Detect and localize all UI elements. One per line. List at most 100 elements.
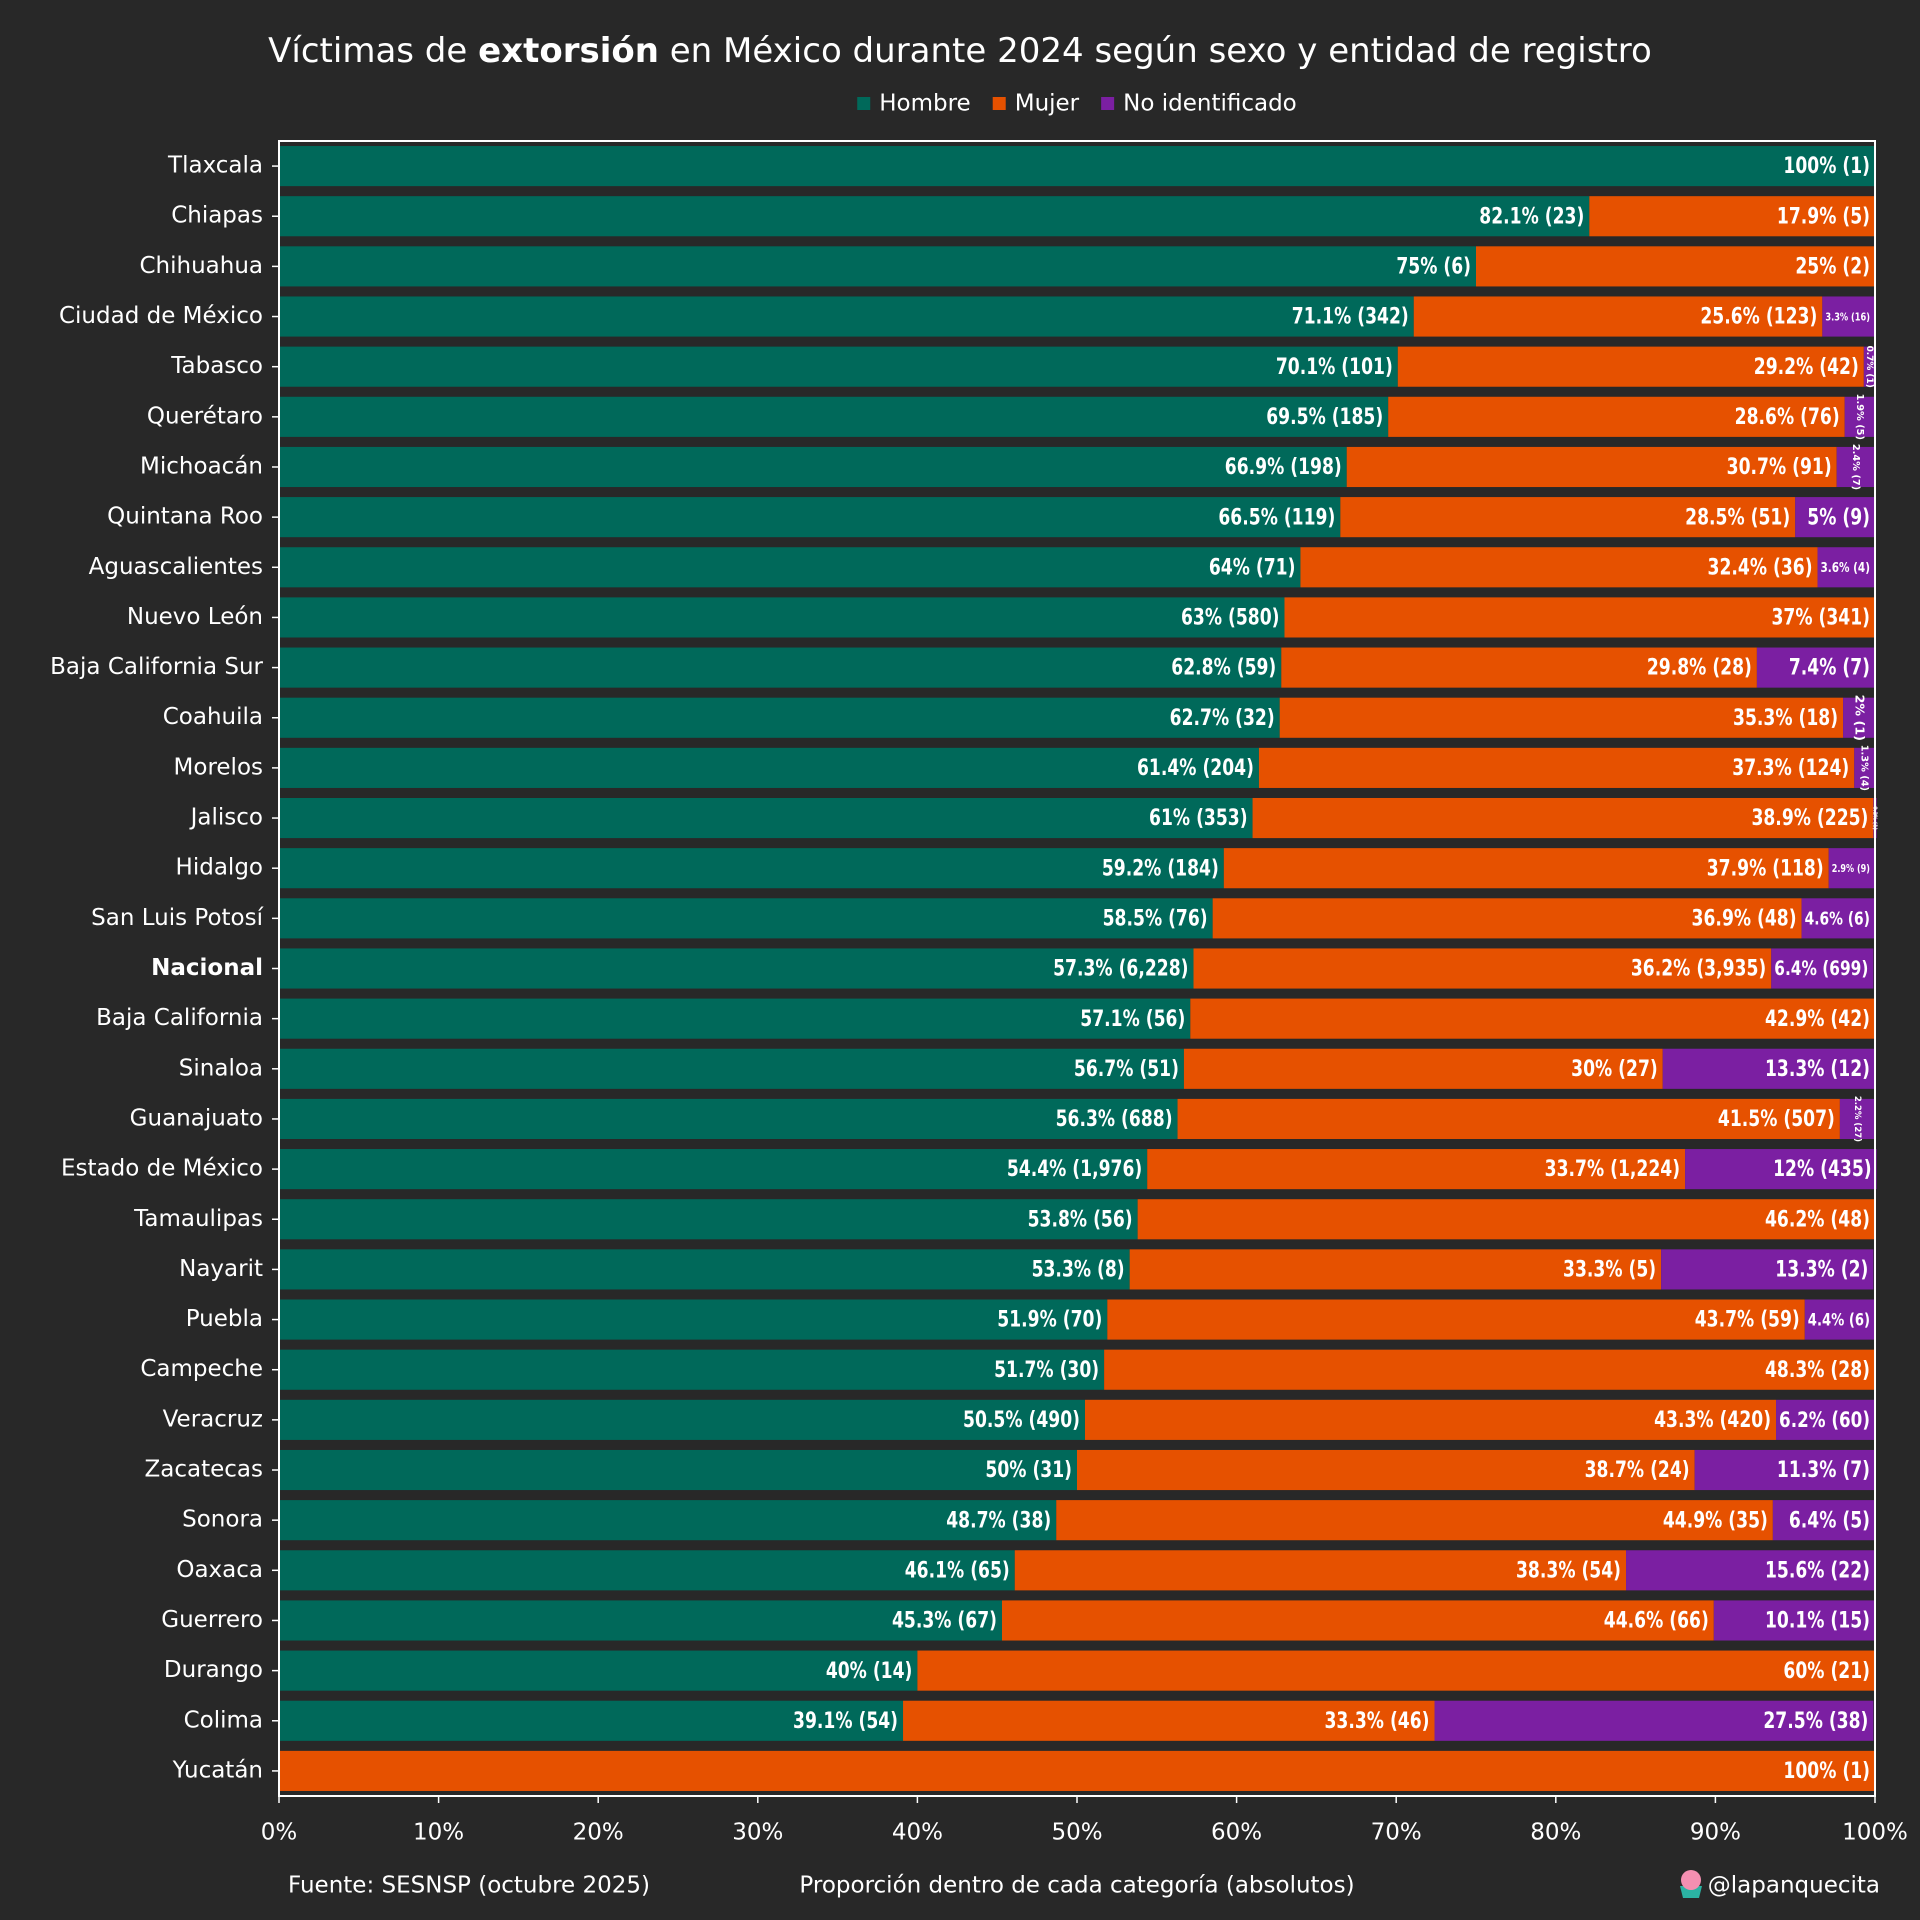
bar-segment	[279, 697, 1280, 738]
bar-segment	[279, 848, 1224, 889]
bar-segment	[279, 1700, 904, 1741]
data-label: 35.3% (18)	[1733, 705, 1838, 731]
data-label: 75% (6)	[1396, 253, 1471, 279]
data-label: 56.3% (688)	[1056, 1106, 1173, 1132]
data-label: 46.2% (48)	[1765, 1206, 1870, 1232]
data-label: 33.3% (46)	[1324, 1708, 1429, 1734]
y-tick-label: Coahuila	[163, 704, 263, 730]
bar-segment	[279, 346, 1398, 387]
data-label: 63% (580)	[1181, 605, 1280, 631]
data-label: 37.9% (118)	[1707, 855, 1824, 881]
legend-swatch	[1101, 97, 1115, 110]
y-tick-label: Colima	[184, 1707, 263, 1733]
bar-segment	[1434, 1700, 1874, 1741]
bar-segment	[1626, 1550, 1875, 1591]
data-label: 66.9% (198)	[1225, 454, 1342, 480]
x-tick-label: 20%	[573, 1820, 624, 1846]
bar-segment	[279, 1098, 1178, 1140]
x-tick-label: 10%	[413, 1820, 464, 1846]
x-axis-label: Proporción dentro de cada categoría (abs…	[799, 1873, 1354, 1899]
data-label: 51.9% (70)	[997, 1307, 1102, 1333]
data-label: 17.9% (5)	[1777, 203, 1870, 229]
y-tick-label: Baja California Sur	[50, 654, 263, 680]
data-label: 3.6% (4)	[1821, 560, 1870, 576]
bar-segment	[1661, 1249, 1874, 1290]
bar-segment	[1107, 1299, 1805, 1340]
data-label: 25% (2)	[1795, 253, 1870, 279]
bar-segment	[1183, 1048, 1663, 1089]
bar-segment	[279, 1199, 1138, 1240]
data-label: 32.4% (36)	[1708, 554, 1813, 580]
data-label: 2.2% (27)	[1852, 1096, 1862, 1142]
data-label: 60% (21)	[1783, 1658, 1870, 1684]
bar-segment	[279, 647, 1282, 688]
bar-segment	[279, 1149, 1148, 1190]
data-label: 66.5% (119)	[1218, 504, 1335, 530]
data-label: 53.8% (56)	[1028, 1206, 1133, 1232]
bar-segment	[279, 1650, 918, 1691]
y-tick-label: Guanajuato	[130, 1105, 263, 1131]
title-part: en México durante 2024 según sexo y enti…	[659, 31, 1652, 71]
x-tick-label: 0%	[261, 1820, 298, 1846]
data-label: 39.1% (54)	[793, 1708, 898, 1734]
bar-segment	[1001, 1600, 1714, 1641]
data-label: 29.8% (28)	[1647, 655, 1752, 681]
data-label: 6.4% (699)	[1774, 958, 1868, 980]
bar-segment	[279, 747, 1259, 788]
y-tick-label: Michoacán	[140, 453, 263, 479]
data-label: 38.9% (225)	[1751, 805, 1868, 831]
bar-segment	[1795, 497, 1875, 538]
data-label: 38.7% (24)	[1585, 1457, 1690, 1483]
bar-segment	[279, 1249, 1130, 1290]
data-label: 5% (9)	[1807, 504, 1870, 530]
bar-segment	[1476, 246, 1875, 287]
chart-title: Víctimas de extorsión en México durante …	[268, 31, 1652, 71]
data-label: 61.4% (204)	[1137, 755, 1254, 781]
data-label: 40% (14)	[826, 1658, 913, 1684]
bar-segment	[1147, 1149, 1686, 1190]
y-tick-label: Nacional	[151, 955, 263, 981]
data-label: 61% (353)	[1149, 805, 1248, 831]
bar-segment	[279, 547, 1301, 588]
y-tick-label: Ciudad de México	[59, 303, 263, 329]
bar-segment	[279, 1048, 1184, 1089]
data-label: 37.3% (124)	[1732, 755, 1849, 781]
title-part: Víctimas de	[268, 31, 478, 71]
data-label: 41.5% (507)	[1718, 1106, 1835, 1132]
data-label: 69.5% (185)	[1266, 404, 1383, 430]
bar-segment	[279, 446, 1347, 488]
legend-swatch	[992, 97, 1006, 110]
data-label: 0.7% (1)	[1864, 346, 1874, 388]
bar-segment	[1817, 547, 1875, 588]
data-label: 11.3% (7)	[1777, 1457, 1870, 1483]
legend-swatch	[857, 97, 871, 110]
bar-segment	[279, 497, 1341, 538]
bar-segment	[1193, 948, 1772, 989]
data-label: 6.2% (60)	[1779, 1407, 1870, 1433]
bar-segment	[1346, 446, 1837, 488]
bar-segment	[1223, 848, 1829, 889]
bar-segment	[279, 797, 1253, 839]
credit: @lapanquecita	[1708, 1873, 1880, 1899]
data-label: 50% (31)	[985, 1457, 1072, 1483]
bar-segment	[279, 296, 1414, 337]
bar-segment	[1685, 1149, 1877, 1190]
y-tick-label: Morelos	[174, 754, 263, 780]
bar-segment	[1137, 1199, 1875, 1240]
bar-segment	[1300, 547, 1818, 588]
data-label: 70.1% (101)	[1276, 354, 1393, 380]
bar-segment	[279, 1550, 1015, 1591]
bar-segment	[279, 396, 1389, 437]
title-part: extorsión	[478, 31, 659, 71]
y-tick-label: Chiapas	[171, 203, 263, 229]
bar-segment	[279, 1500, 1057, 1541]
y-tick-label: Zacatecas	[145, 1457, 263, 1483]
data-label: 30.7% (91)	[1727, 454, 1832, 480]
y-tick-label: Puebla	[186, 1306, 263, 1332]
plot-frame	[278, 140, 1876, 1797]
y-tick-label: Tamaulipas	[133, 1206, 263, 1232]
data-label: 4.6% (6)	[1805, 908, 1870, 929]
y-tick-label: Durango	[164, 1657, 263, 1683]
bar-segment	[1854, 747, 1875, 788]
